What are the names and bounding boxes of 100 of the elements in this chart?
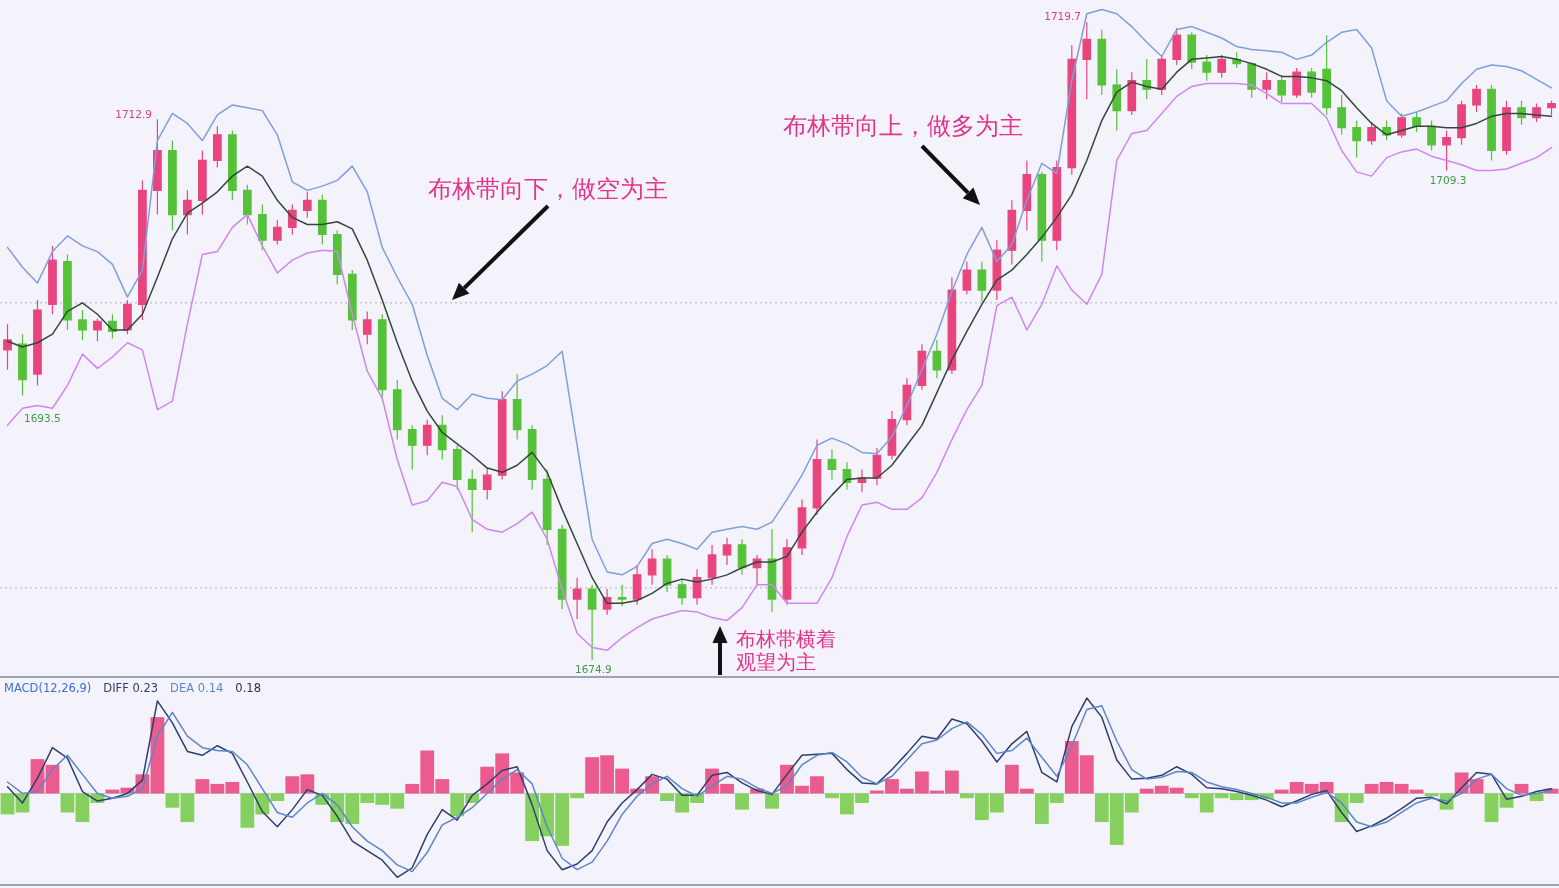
candlestick <box>1277 74 1287 103</box>
candlestick <box>93 317 102 342</box>
candlestick <box>1067 44 1077 176</box>
candlestick <box>63 253 72 331</box>
candlestick <box>392 379 402 441</box>
annotation: 1693.5 <box>24 412 61 424</box>
candlestick <box>123 299 132 335</box>
candlestick <box>78 309 87 341</box>
candlestick <box>183 189 192 236</box>
candlestick <box>422 419 432 456</box>
candlestick <box>1172 27 1182 66</box>
bar <box>765 793 779 809</box>
candlestick <box>1202 54 1212 82</box>
candlestick <box>1052 159 1062 251</box>
bar <box>60 793 75 813</box>
candlestick <box>1127 71 1137 116</box>
bar <box>0 793 15 815</box>
candlestick <box>692 568 702 606</box>
candlestick <box>138 179 147 321</box>
candlestick <box>467 468 477 533</box>
bar <box>1484 793 1499 823</box>
candlestick <box>347 269 357 331</box>
candlestick <box>1082 21 1092 100</box>
candlestick <box>1427 119 1436 152</box>
candlestick <box>707 544 717 586</box>
candlestick <box>302 191 312 219</box>
candlestick <box>1487 84 1496 162</box>
text: 1674.9 <box>575 663 612 675</box>
candlestick <box>947 276 957 375</box>
candlestick <box>362 310 372 345</box>
candlestick <box>1367 121 1376 146</box>
candlestick <box>213 125 222 169</box>
candlestick <box>932 339 942 379</box>
candlestick <box>512 373 522 441</box>
candlestick <box>317 194 327 246</box>
candlestick <box>1217 54 1227 79</box>
candlestick <box>812 438 822 516</box>
candlestick <box>1142 58 1152 100</box>
candlestick <box>1517 100 1526 126</box>
text: 1719.7 <box>1044 10 1081 22</box>
candlestick <box>557 524 567 610</box>
text: 0.18 <box>235 681 261 695</box>
candlestick <box>242 184 252 226</box>
candlestick <box>1457 100 1466 146</box>
series-label: DEA 0.14 <box>170 681 224 695</box>
annotation: 布林带向下，做空为主 <box>428 175 668 203</box>
candlestick <box>1337 94 1346 136</box>
annotation: 1709.3 <box>1429 174 1467 186</box>
candlestick <box>1547 100 1556 116</box>
candlestick <box>1502 100 1511 156</box>
candlestick <box>542 468 552 546</box>
candlestick <box>632 564 642 606</box>
candlestick <box>587 584 597 661</box>
candlestick <box>677 578 687 606</box>
candlestick <box>737 538 747 576</box>
candlestick <box>33 299 42 387</box>
bar <box>1424 793 1439 797</box>
candlestick <box>1097 28 1107 96</box>
candlestick <box>842 461 852 491</box>
candlestick <box>647 548 657 586</box>
candlestick <box>272 219 282 246</box>
candlestick <box>572 577 582 620</box>
chart-title: MACD(12,26,9) <box>4 681 92 695</box>
candlestick <box>962 260 972 295</box>
candlestick <box>482 467 492 500</box>
bar <box>735 793 749 810</box>
candlestick <box>1307 67 1317 99</box>
candlestick <box>168 139 177 231</box>
candlestick <box>527 424 537 491</box>
candlestick <box>1472 84 1481 113</box>
candlestick <box>1292 67 1302 99</box>
annotation: 1712.9 <box>115 108 152 120</box>
candlestick <box>1112 68 1122 132</box>
candlestick <box>437 414 447 461</box>
candlestick <box>3 323 12 371</box>
bar <box>75 793 90 823</box>
candlestick <box>1037 171 1047 263</box>
candlestick <box>48 245 57 315</box>
candlestick <box>1187 31 1197 70</box>
candlestick <box>1007 199 1017 266</box>
candlestick <box>1442 129 1451 172</box>
candlestick <box>1247 61 1257 99</box>
candlestick <box>228 129 237 201</box>
annotation: 布林带横着观望为主 <box>736 627 836 674</box>
annotation: 布林带向上，做多为主 <box>783 112 1023 140</box>
candlestick <box>1412 111 1421 133</box>
candlestick <box>1022 159 1032 231</box>
candlestick <box>977 260 987 303</box>
series-label: DIFF 0.23 <box>103 681 159 695</box>
candlestick <box>767 528 777 613</box>
candlestick <box>1322 34 1331 116</box>
candlestick <box>617 584 627 607</box>
candlestick <box>722 537 732 566</box>
candlestick <box>497 390 507 481</box>
candlestick <box>1352 119 1361 159</box>
candlestick <box>18 333 27 397</box>
candlestick <box>257 204 267 251</box>
candlestick <box>407 424 417 471</box>
candlestick <box>198 149 207 216</box>
candlestick <box>827 448 837 481</box>
